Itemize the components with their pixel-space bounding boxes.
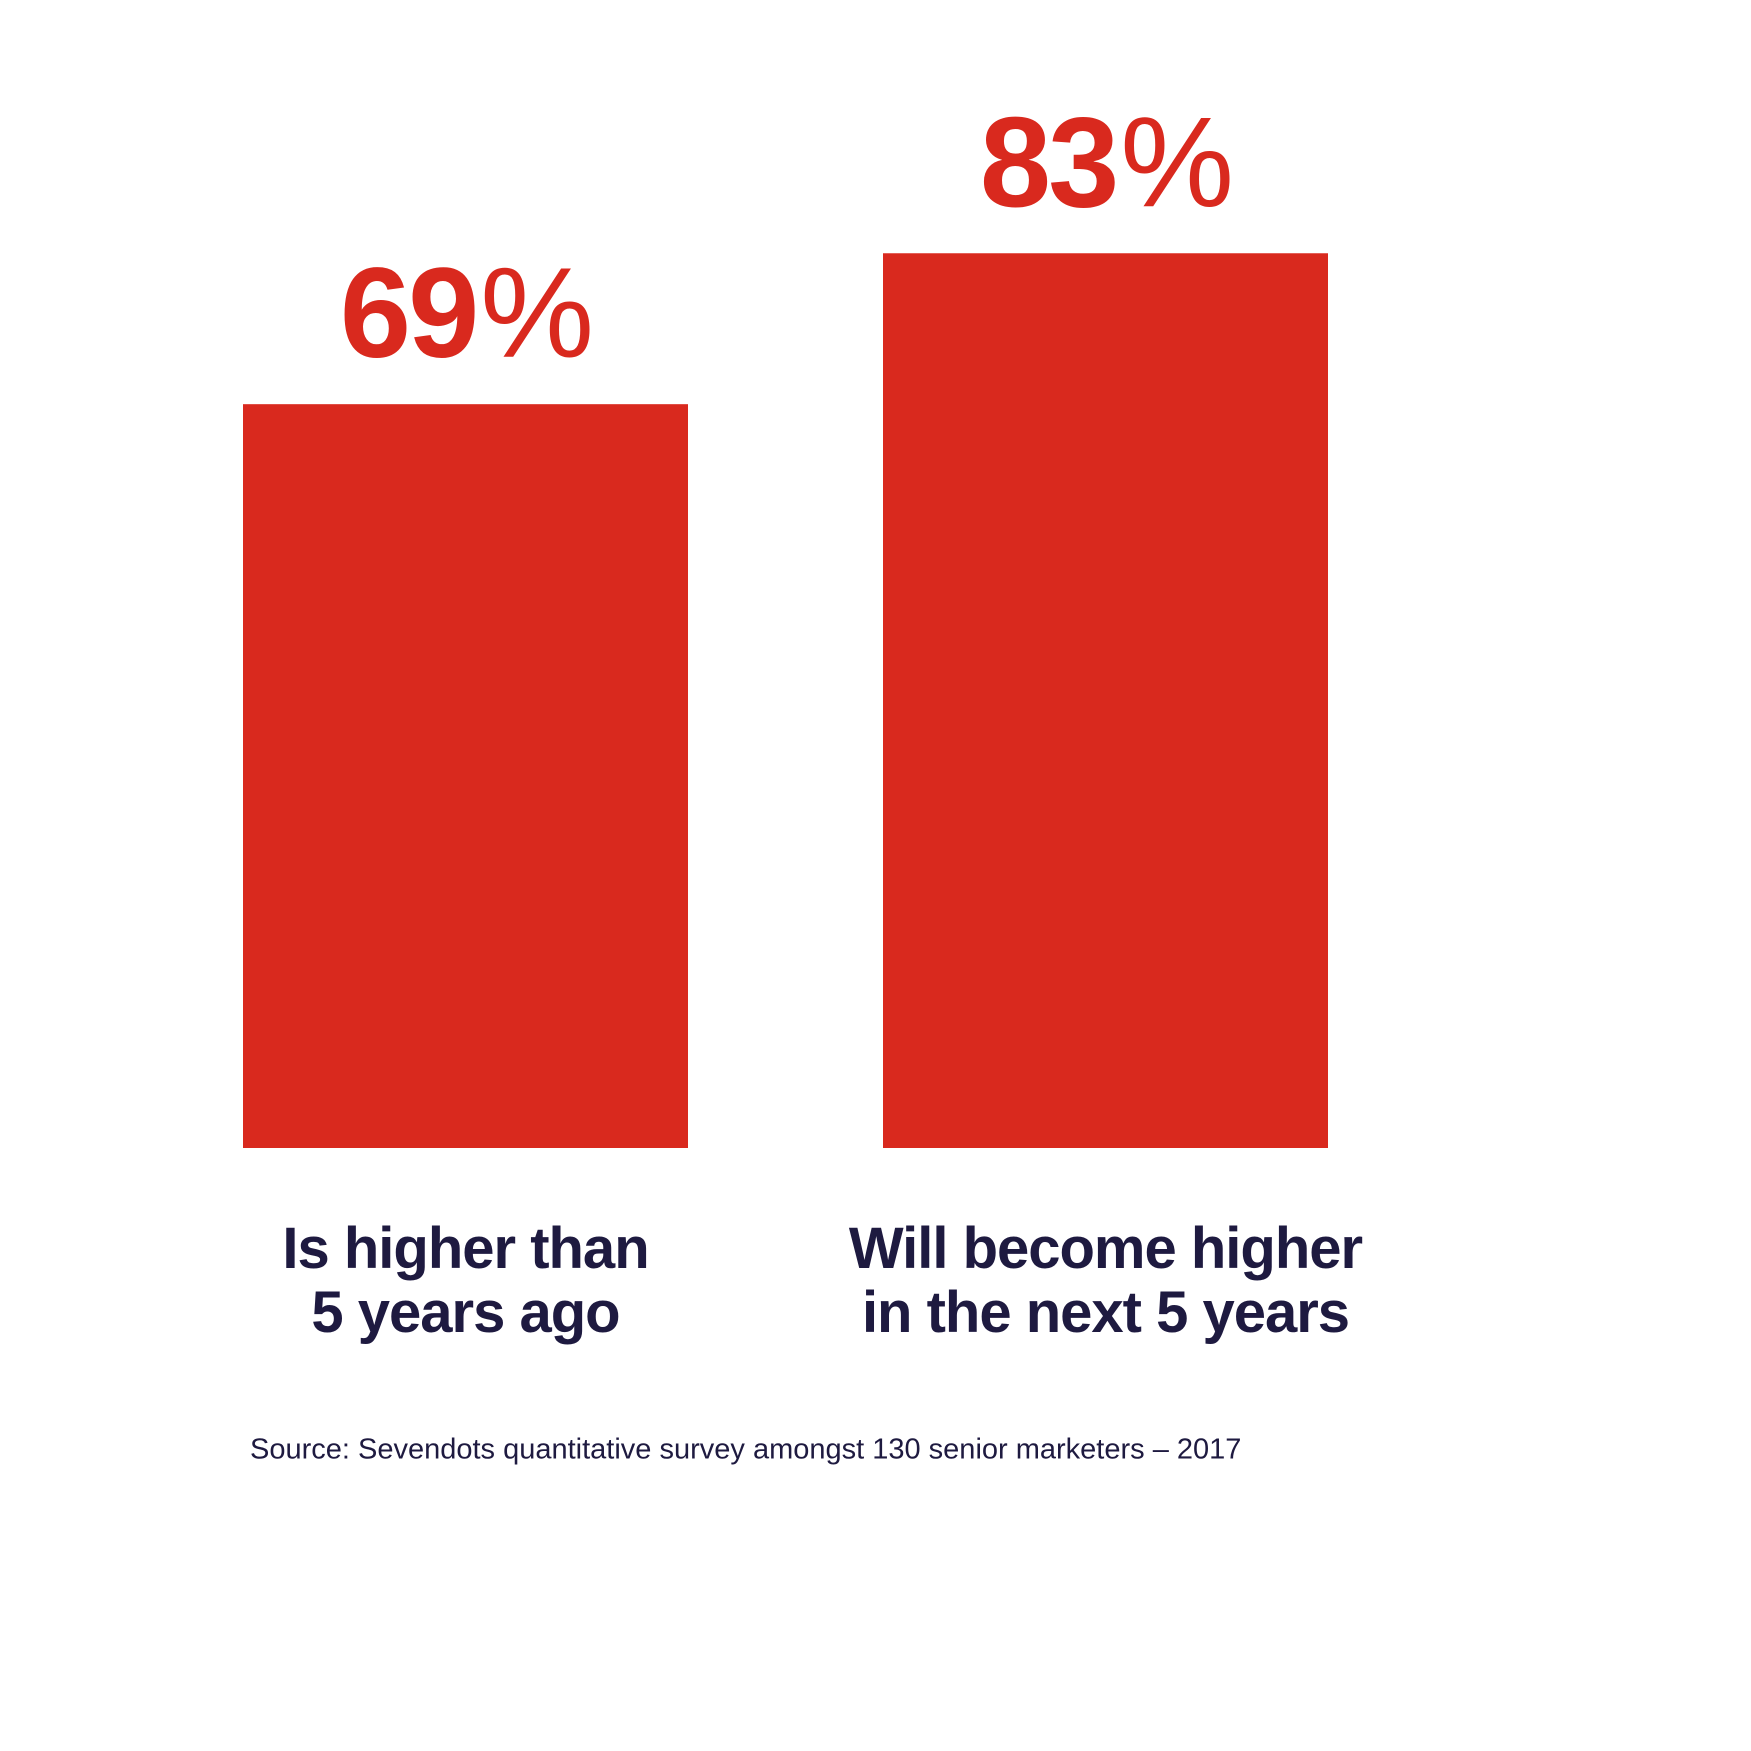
source-note: Source: Sevendots quantitative survey am… bbox=[250, 1434, 1241, 1466]
bar bbox=[883, 253, 1328, 1148]
x-tick-label: Is higher than 5 years ago bbox=[282, 1216, 648, 1345]
value-label: 69% bbox=[340, 242, 591, 385]
value-label: 83% bbox=[980, 91, 1231, 234]
bar bbox=[243, 404, 688, 1148]
x-tick-label: Will become higher in the next 5 years bbox=[849, 1216, 1363, 1345]
